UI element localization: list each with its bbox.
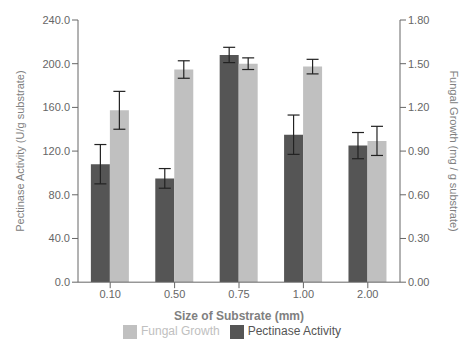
html-text:Fungal Growth: Fungal Growth [141,324,220,339]
svg-text:0.50: 0.50 [164,288,185,300]
svg-text:0.10: 0.10 [99,288,120,300]
svg-text:0.0: 0.0 [55,276,70,288]
svg-text:120.0: 120.0 [42,145,70,157]
svg-text:Fungal Growth (mg / g substrat: Fungal Growth (mg / g substrate) [448,70,460,231]
svg-text:Pectinase Activity (U/g substr: Pectinase Activity (U/g substrate) [14,70,26,231]
svg-text:1.20: 1.20 [408,101,429,113]
svg-text:160.0: 160.0 [42,101,70,113]
svg-text:0.30: 0.30 [408,232,429,244]
svg-text:1.80: 1.80 [408,14,429,26]
svg-text:0.90: 0.90 [408,145,429,157]
svg-text:80.0: 80.0 [49,189,70,201]
svg-text:Size of Substrate (mm): Size of Substrate (mm) [174,309,304,323]
svg-text:1.50: 1.50 [408,58,429,70]
svg-text:0.75: 0.75 [228,288,249,300]
svg-text:240.0: 240.0 [42,14,70,26]
svg-text:200.0: 200.0 [42,58,70,70]
svg-text:2.00: 2.00 [357,288,378,300]
svg-text:0.60: 0.60 [408,189,429,201]
svg-text:0.00: 0.00 [408,276,429,288]
svg-text:1.00: 1.00 [293,288,314,300]
svg-text:40.0: 40.0 [49,232,70,244]
html-text:Pectinase Activity: Pectinase Activity [247,324,341,339]
